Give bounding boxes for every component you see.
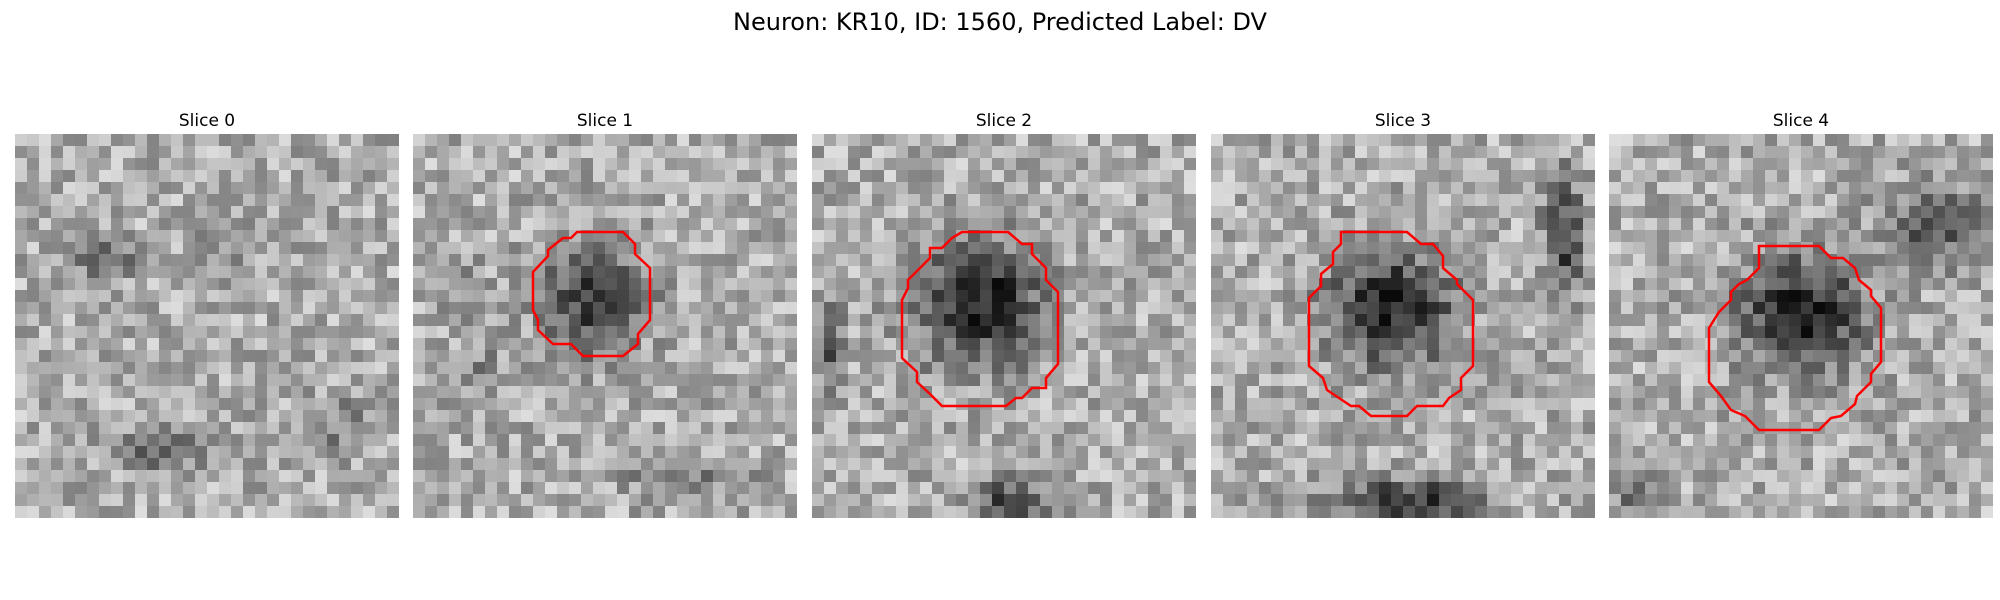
slice-image [1211,134,1595,518]
slice-panel-0: Slice 0 [15,108,399,518]
slice-title: Slice 3 [1374,111,1432,131]
slice-title: Slice 2 [975,111,1033,131]
slice-panel-4: Slice 4 [1609,108,1993,518]
slice-image [1609,134,1993,518]
slice-panel-1: Slice 1 [413,108,797,518]
figure-title: Neuron: KR10, ID: 1560, Predicted Label:… [733,8,1267,36]
slice-title: Slice 4 [1772,111,1830,131]
slice-title: Slice 1 [576,111,634,131]
slice-image [812,134,1196,518]
slice-title: Slice 0 [178,111,236,131]
slice-image [15,134,399,518]
slice-panel-2: Slice 2 [812,108,1196,518]
slice-panel-3: Slice 3 [1211,108,1595,518]
slice-image [413,134,797,518]
